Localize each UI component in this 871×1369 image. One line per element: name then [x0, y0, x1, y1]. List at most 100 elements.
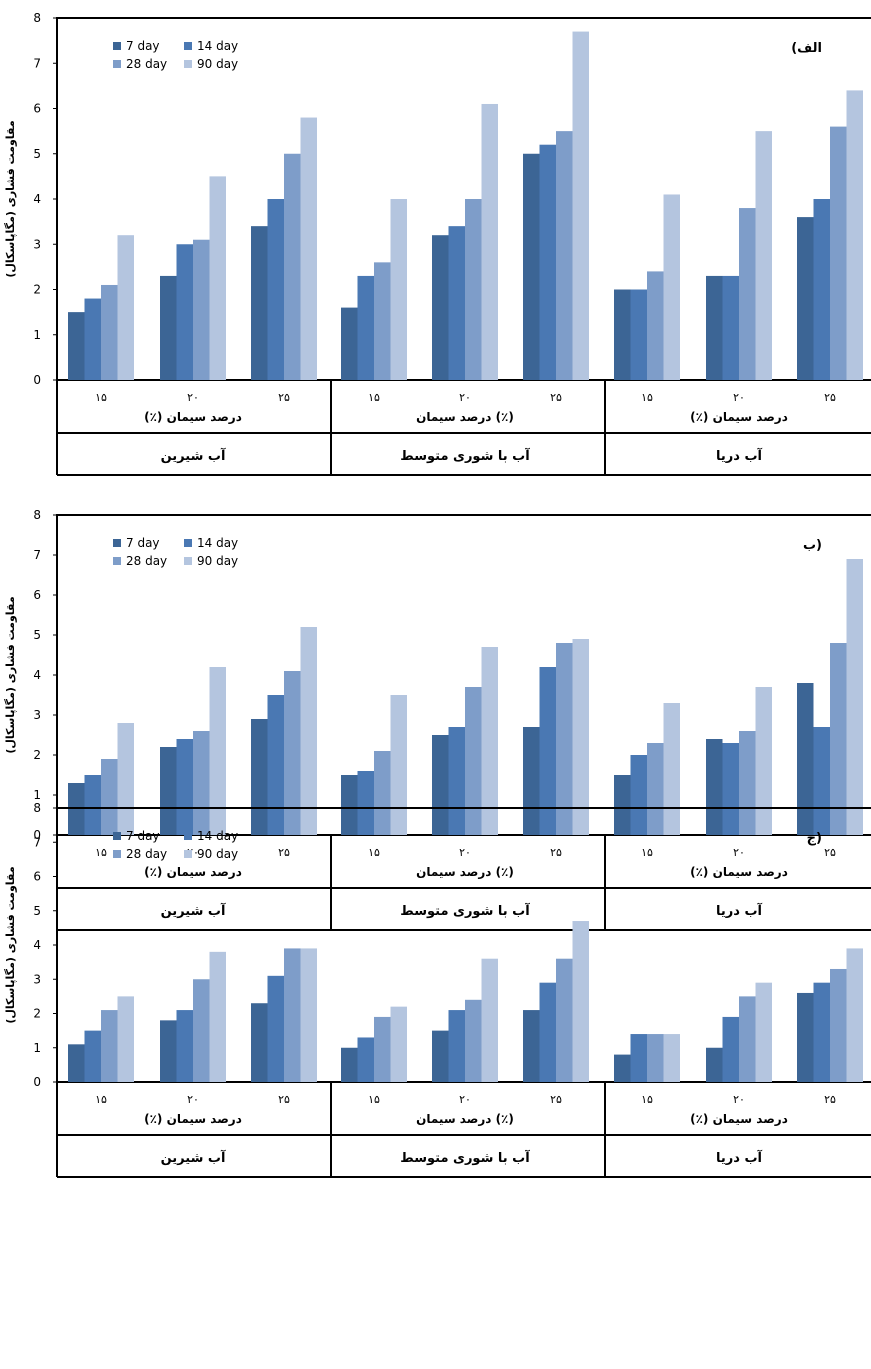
bar	[193, 239, 210, 380]
legend-swatch	[113, 557, 121, 565]
water-type-label: آب دریا	[716, 447, 763, 464]
cement-percent-label: ۱۵	[95, 846, 107, 859]
y-tick-label: 0	[33, 373, 41, 387]
y-tick-label: 8	[33, 11, 41, 25]
bar	[101, 1010, 118, 1082]
bar	[722, 275, 739, 380]
y-tick-label: 1	[33, 1041, 41, 1055]
y-axis-label: مقاومت فشاری (مگاپاسکال)	[4, 120, 17, 277]
cement-percent-label: ۲۰	[459, 846, 471, 859]
y-tick-label: 5	[33, 628, 41, 642]
legend-swatch	[113, 850, 121, 858]
bar	[830, 968, 847, 1082]
bar	[251, 1003, 268, 1082]
y-tick-label: 0	[33, 828, 41, 842]
legend-label: 90 day	[197, 57, 238, 71]
bar	[797, 683, 814, 835]
bar	[300, 627, 317, 835]
bar	[341, 307, 358, 380]
bar	[101, 759, 118, 835]
cement-percent-label: ۱۵	[368, 391, 380, 404]
cement-percent-label: ۱۵	[368, 846, 380, 859]
legend-swatch	[113, 832, 121, 840]
cement-percent-axis-title: درصد سیمان (٪)	[416, 1112, 514, 1126]
y-tick-label: 8	[33, 508, 41, 522]
water-type-label: آب با شوری متوسط	[400, 1149, 530, 1166]
legend-swatch	[184, 539, 192, 547]
cement-percent-axis-title: (٪) درصد سیمان	[144, 1112, 242, 1126]
bar	[846, 559, 863, 835]
water-type-label: آب دریا	[716, 1149, 763, 1166]
cement-percent-label: ۲۰	[459, 391, 471, 404]
bar	[267, 199, 284, 380]
y-tick-label: 6	[33, 588, 41, 602]
bar	[539, 667, 556, 835]
bar	[813, 982, 830, 1082]
bar	[523, 727, 540, 835]
cement-percent-label: ۱۵	[641, 846, 653, 859]
y-tick-label: 7	[33, 548, 41, 562]
bar	[830, 643, 847, 835]
y-tick-label: 1	[33, 788, 41, 802]
legend-label: 14 day	[197, 829, 238, 843]
bar	[465, 687, 482, 835]
bar	[722, 1016, 739, 1082]
cement-percent-label: ۱۵	[368, 1093, 380, 1106]
bar	[481, 647, 498, 835]
cement-percent-axis-title: (٪) درصد سیمان	[144, 410, 242, 424]
cement-percent-label: ۲۰	[733, 391, 745, 404]
bar	[797, 217, 814, 380]
panel-label: ب)	[803, 538, 822, 553]
legend-swatch	[184, 60, 192, 68]
bar	[523, 153, 540, 380]
water-type-label: آب شیرین	[161, 902, 226, 919]
cement-percent-axis-title: درصد سیمان (٪)	[416, 865, 514, 879]
bar	[846, 90, 863, 381]
bar	[739, 996, 756, 1082]
bar	[390, 199, 407, 380]
bar	[448, 226, 465, 380]
bar	[755, 982, 772, 1082]
bar	[193, 979, 210, 1082]
y-tick-label: 6	[33, 102, 41, 116]
y-tick-label: 4	[33, 192, 41, 206]
bar	[465, 999, 482, 1082]
bar	[209, 667, 226, 835]
bar	[267, 975, 284, 1082]
bar	[448, 1010, 465, 1082]
bar	[539, 982, 556, 1082]
y-tick-label: 3	[33, 972, 41, 986]
bar	[284, 153, 301, 380]
bar	[556, 131, 573, 380]
bar	[390, 1006, 407, 1082]
bar	[193, 731, 210, 835]
bar	[722, 743, 739, 835]
chart-panel-2: 0 1 2 3 4 5 6 7 8 مقاومت فشاری (مگاپاسکال) 7 day 14…	[4, 508, 871, 931]
legend-swatch	[184, 832, 192, 840]
bar	[706, 739, 723, 835]
bar	[830, 126, 847, 380]
bar	[647, 271, 664, 380]
bar	[614, 289, 631, 380]
bar	[797, 992, 814, 1082]
y-tick-label: 7	[33, 56, 41, 70]
y-tick-label: 4	[33, 938, 41, 952]
bar	[539, 144, 556, 380]
bar	[630, 755, 647, 835]
bar	[465, 199, 482, 380]
legend-swatch	[113, 539, 121, 547]
bar	[117, 996, 134, 1082]
y-tick-label: 2	[33, 283, 41, 297]
bar	[432, 1030, 449, 1082]
bar	[68, 312, 85, 380]
y-tick-label: 5	[33, 904, 41, 918]
cement-percent-axis-title: (٪) درصد سیمان	[690, 1112, 788, 1126]
cement-percent-axis-title: درصد سیمان (٪)	[416, 410, 514, 424]
bar	[84, 298, 101, 380]
legend-label: 28 day	[126, 554, 167, 568]
cement-percent-axis-title: (٪) درصد سیمان	[144, 865, 242, 879]
bar	[481, 958, 498, 1082]
bar	[176, 1010, 193, 1082]
cement-percent-axis-title: (٪) درصد سیمان	[690, 865, 788, 879]
